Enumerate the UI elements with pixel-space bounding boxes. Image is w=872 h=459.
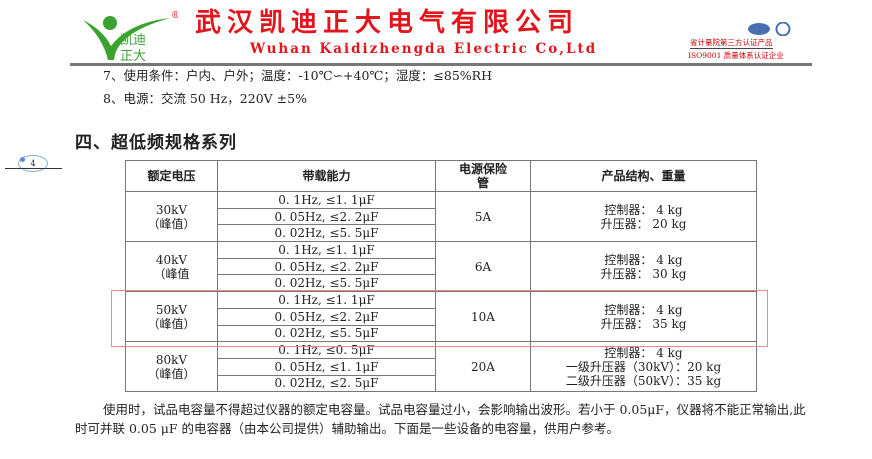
- header-weight: 产品结构、重量: [530, 160, 757, 192]
- page-marker-line: [5, 168, 62, 169]
- capacity-cell: 0. 02Hz, ≤2. 5μF: [217, 374, 436, 393]
- voltage-value: 50kV: [155, 302, 188, 317]
- weight-line: 升压器： 30 kg: [600, 266, 687, 281]
- weight-cell: 控制器： 4 kg 升压器： 35 kg: [530, 291, 757, 343]
- capacity-cell: 0. 05Hz, ≤1. 1μF: [217, 357, 436, 376]
- table-row: 0. 02Hz, ≤5. 5μF: [126, 324, 757, 343]
- weight-cell: 控制器： 4 kg 升压器： 30 kg: [530, 241, 757, 293]
- voltage-value: 40kV: [155, 252, 188, 267]
- voltage-cell: 40kV （峰值: [125, 241, 218, 293]
- table-row: 0. 02Hz, ≤2. 5μF: [126, 374, 757, 393]
- company-name-en: Wuhan Kaidizhengda Electric Co,Ltd: [250, 41, 598, 57]
- voltage-peak-label: （峰值）: [147, 366, 196, 381]
- voltage-cell: 50kV （峰值）: [125, 291, 218, 343]
- weight-line: 一级升压器（30kV）：20 kg: [565, 359, 722, 374]
- capacity-cell: 0. 05Hz, ≤2. 2μF: [217, 207, 436, 226]
- header-divider: [70, 63, 812, 66]
- weight-line: 升压器： 20 kg: [600, 216, 687, 231]
- page-number-marker: 4: [18, 155, 48, 172]
- voltage-cell: 80kV （峰值）: [125, 341, 218, 393]
- svg-text:正大: 正大: [120, 49, 146, 63]
- table-row: 30kV （峰值） 0. 1Hz, ≤1. 1μF 5A 控制器： 4 kg 升压器： 2…: [125, 190, 757, 243]
- page-marker-dot: [20, 157, 25, 162]
- certification-logos-icon: [748, 22, 791, 36]
- voltage-peak-label: （峰值）: [147, 316, 196, 331]
- table-row: 40kV （峰值 0. 1Hz, ≤1. 1μF 6A 控制器： 4 kg 升压器： 30…: [125, 241, 757, 293]
- power-line: 8、电源：交流 50 Hz，220V ±5%: [103, 91, 307, 106]
- weight-line: 控制器： 4 kg: [604, 302, 683, 317]
- weight-line: 二级升压器（50kV）：35 kg: [565, 373, 722, 388]
- company-name-cn: 武汉凯迪正大电气有限公司: [195, 8, 580, 38]
- weight-cell: 控制器： 4 kg 升压器： 20 kg: [530, 190, 757, 243]
- table-header-row: 额定电压 带载能力 电源保险管 产品结构、重量: [125, 160, 757, 192]
- usage-note-paragraph: 使用时，试品电容量不得超过仪器的额定电容量。试品电容量过小，会影响输出波形。若小…: [75, 402, 806, 436]
- fuse-cell: 20A: [435, 341, 531, 393]
- voltage-peak-label: （峰值: [153, 266, 190, 281]
- condition-line: 7、使用条件：户内、户外；温度：-10℃∽+40℃；湿度：≤85%RH: [103, 68, 492, 83]
- svg-text:®: ®: [171, 11, 178, 21]
- fuse-cell: 6A: [435, 241, 531, 293]
- weight-line: 控制器： 4 kg: [604, 345, 683, 360]
- table-row: 0. 05Hz, ≤2. 2μF: [126, 307, 757, 326]
- certification-text: 省计量院第三方认证产品: [690, 38, 773, 49]
- capacity-cell: 0. 1Hz, ≤1. 1μF: [217, 241, 436, 259]
- weight-line: 控制器： 4 kg: [604, 252, 683, 267]
- capacity-cell: 0. 02Hz, ≤5. 5μF: [217, 324, 436, 343]
- weight-cell: 控制器： 4 kg 一级升压器（30kV）：20 kg 二级升压器（50kV）：35…: [530, 341, 757, 393]
- table-row: 50kV （峰值） 0. 1Hz, ≤1. 1μF 10A 控制器： 4 kg 升压器： …: [125, 291, 757, 343]
- svg-text:凯迪: 凯迪: [120, 33, 146, 48]
- table-row: 0. 02Hz, ≤5. 5μF: [126, 224, 757, 243]
- fuse-cell: 5A: [435, 190, 531, 243]
- weight-line: 升压器： 35 kg: [600, 316, 687, 331]
- company-logo: 凯迪 正大 ®: [83, 11, 178, 63]
- voltage-peak-label: （峰值）: [147, 216, 196, 231]
- header-voltage: 额定电压: [125, 160, 218, 192]
- table-row: 80kV （峰值） 0. 1Hz, ≤0. 5μF 20A 控制器： 4 kg 一级升压器…: [125, 341, 757, 393]
- iso-certification-text: ISO9001 质量体系认证企业: [688, 51, 784, 60]
- section-title: 四、超低频规格系列: [75, 133, 237, 153]
- capacity-cell: 0. 05Hz, ≤2. 2μF: [217, 257, 436, 276]
- header-capacity: 带载能力: [217, 160, 436, 192]
- voltage-cell: 30kV （峰值）: [125, 190, 218, 243]
- voltage-value: 80kV: [155, 352, 188, 367]
- capacity-cell: 0. 1Hz, ≤1. 1μF: [217, 191, 436, 209]
- capacity-cell: 0. 05Hz, ≤2. 2μF: [217, 307, 436, 326]
- weight-line: 控制器： 4 kg: [604, 202, 683, 217]
- capacity-cell: 0. 02Hz, ≤5. 5μF: [217, 224, 436, 243]
- spec-table: 额定电压 带载能力 电源保险管 产品结构、重量 30kV （峰值） 0. 1Hz, …: [125, 160, 757, 393]
- highlight-box: [111, 290, 768, 347]
- header-fuse: 电源保险管: [435, 160, 531, 192]
- voltage-value: 30kV: [155, 202, 188, 217]
